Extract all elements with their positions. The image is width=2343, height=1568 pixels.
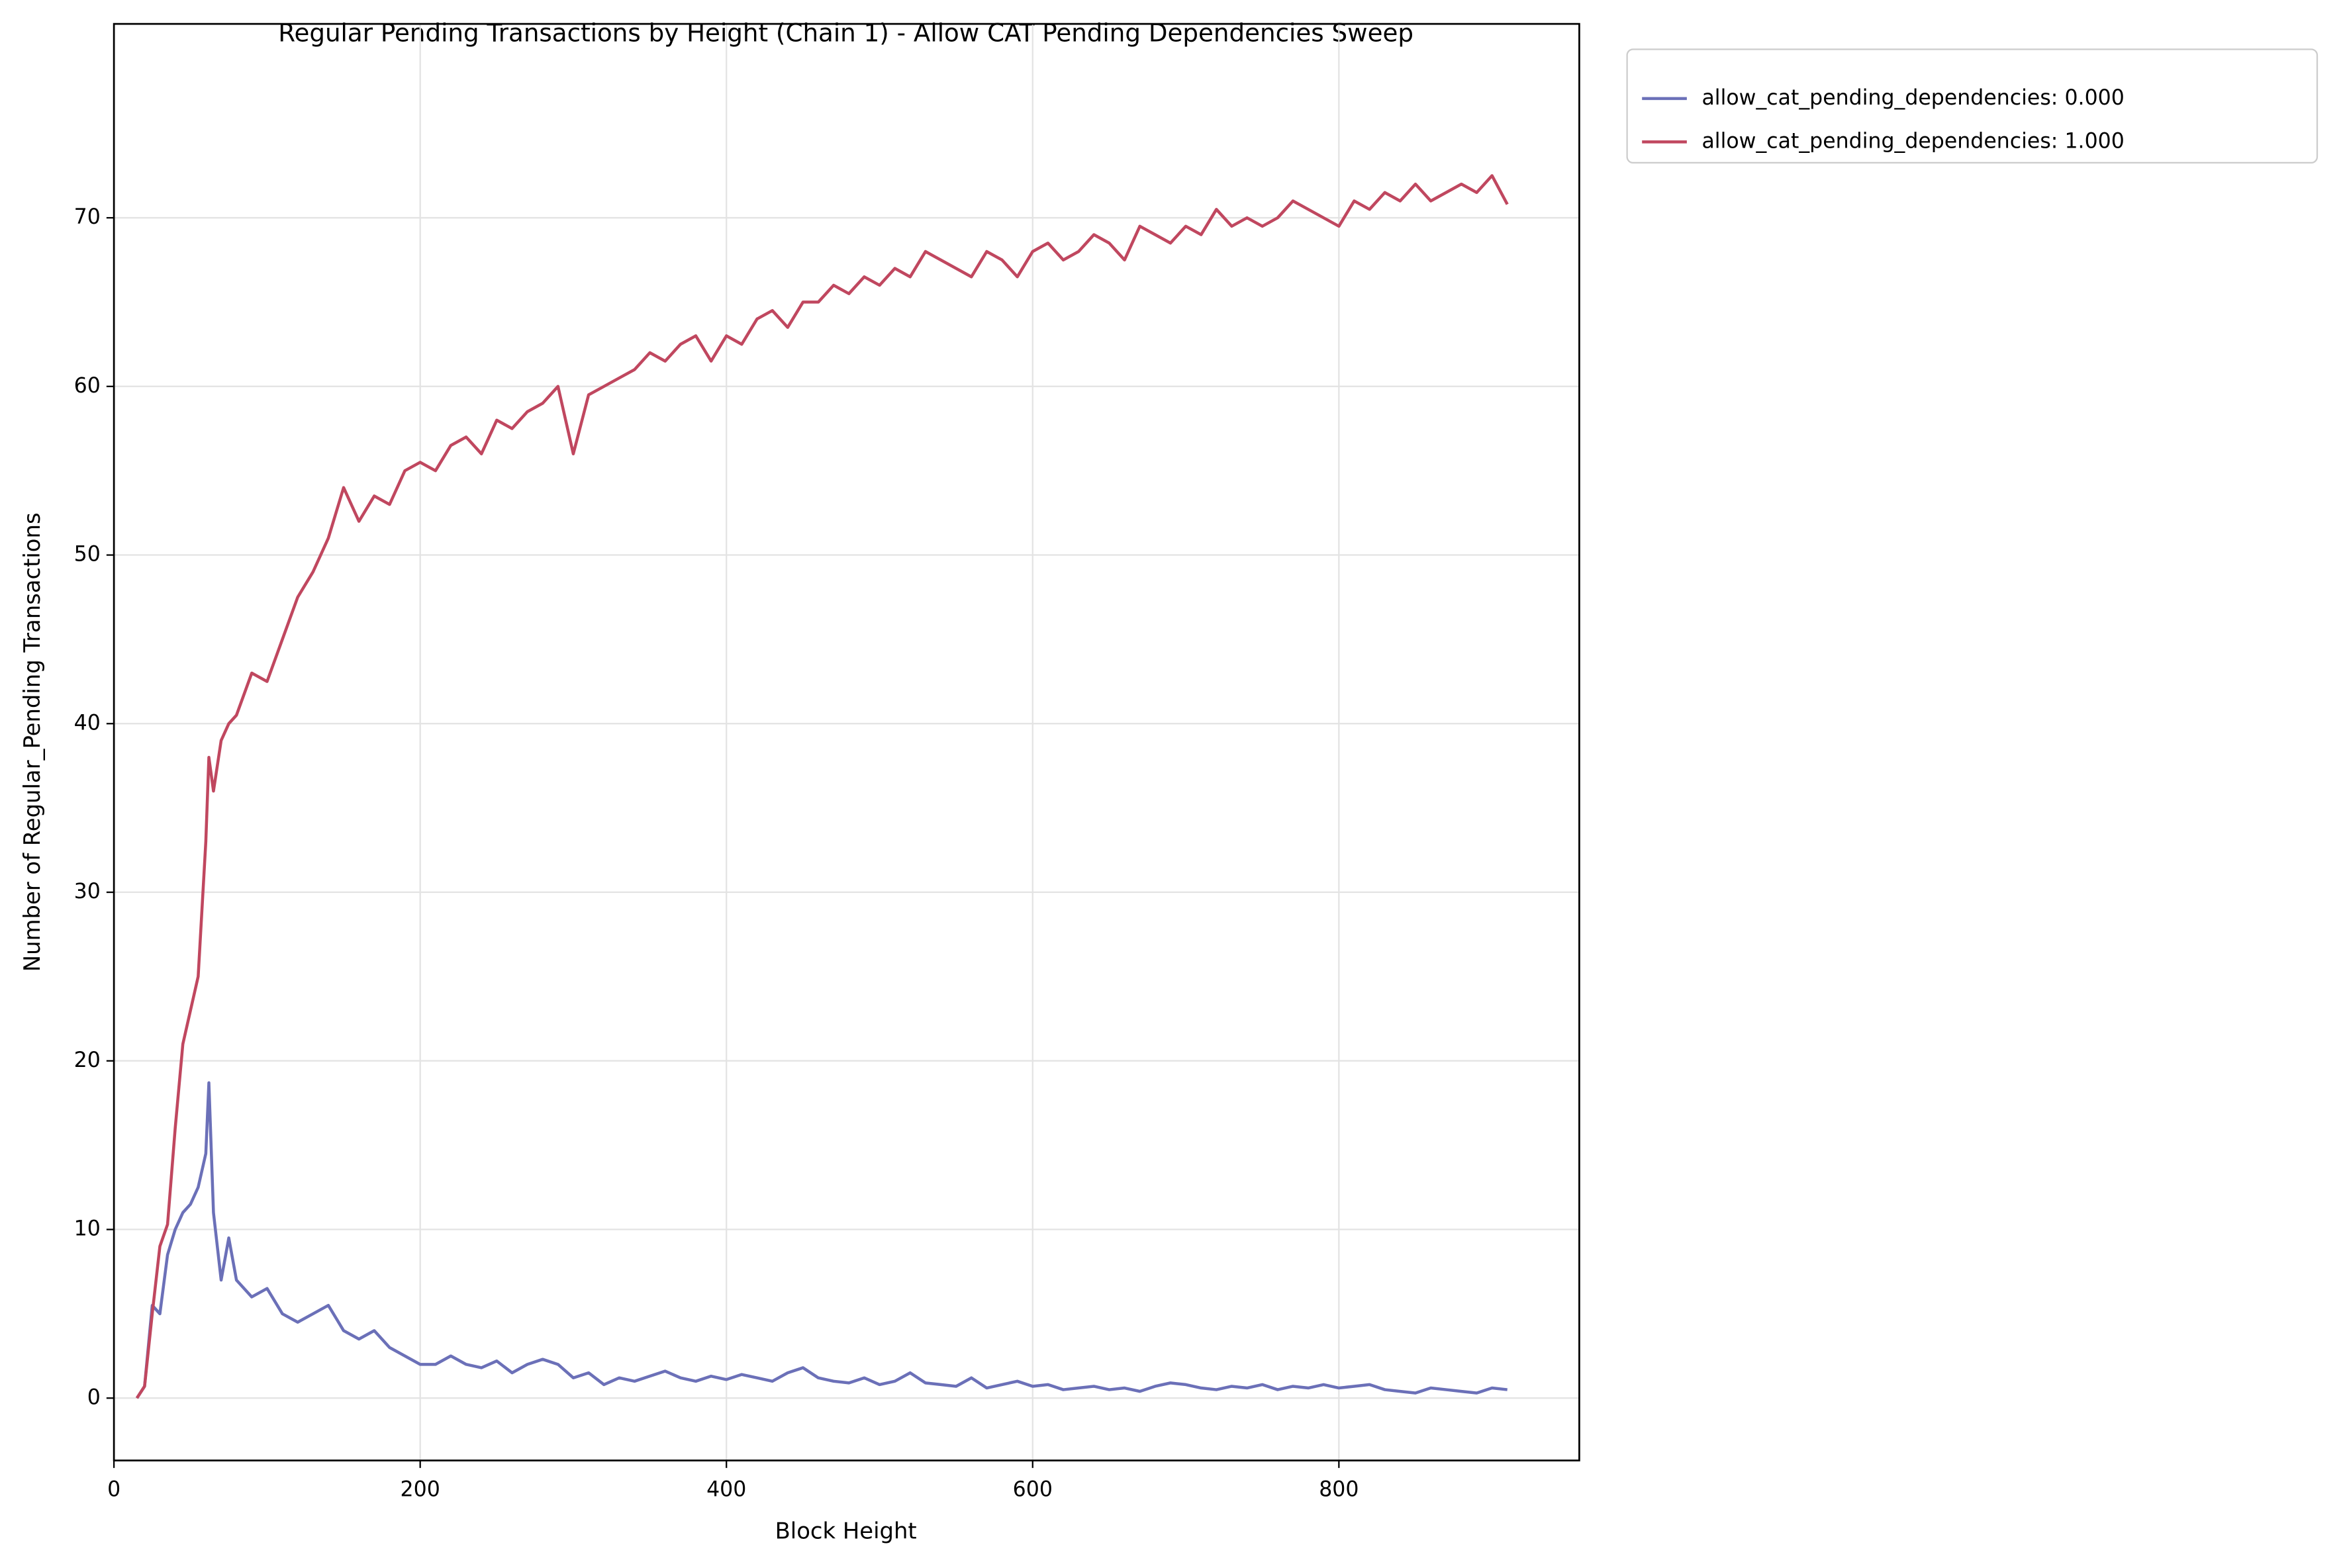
- y-tick-label: 70: [74, 205, 101, 229]
- legend-label: allow_cat_pending_dependencies: 0.000: [1701, 86, 2124, 110]
- y-tick-label: 50: [74, 543, 101, 567]
- line-series: [135, 174, 1509, 1399]
- y-tick-label: 20: [74, 1048, 101, 1072]
- y-tick-label: 60: [74, 374, 101, 398]
- x-tick-label: 0: [107, 1478, 120, 1502]
- x-tick-label: 600: [1013, 1478, 1053, 1502]
- y-tick-label: 30: [74, 880, 101, 903]
- y-tick-label: 10: [74, 1217, 101, 1241]
- chart-title: Regular Pending Transactions by Height (…: [278, 18, 1413, 47]
- line-series: [135, 1081, 1507, 1399]
- x-tick-label: 200: [401, 1478, 440, 1502]
- y-tick-label: 40: [74, 711, 101, 735]
- x-tick-label: 800: [1319, 1478, 1359, 1502]
- legend-box: [1626, 48, 2319, 164]
- y-axis-label: Number of Regular_Pending Transactions: [19, 512, 45, 972]
- plot-frame: [113, 23, 1580, 1461]
- legend-label: allow_cat_pending_dependencies: 1.000: [1701, 129, 2124, 153]
- x-axis-label: Block Height: [775, 1518, 917, 1544]
- y-tick-label: 0: [87, 1385, 101, 1409]
- x-tick-label: 400: [706, 1478, 746, 1502]
